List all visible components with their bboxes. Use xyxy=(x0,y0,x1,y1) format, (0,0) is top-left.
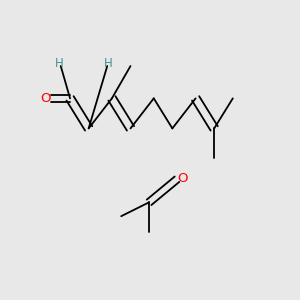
Text: H: H xyxy=(104,57,113,70)
Text: O: O xyxy=(177,172,188,184)
Text: H: H xyxy=(55,57,64,70)
Text: O: O xyxy=(40,92,51,105)
